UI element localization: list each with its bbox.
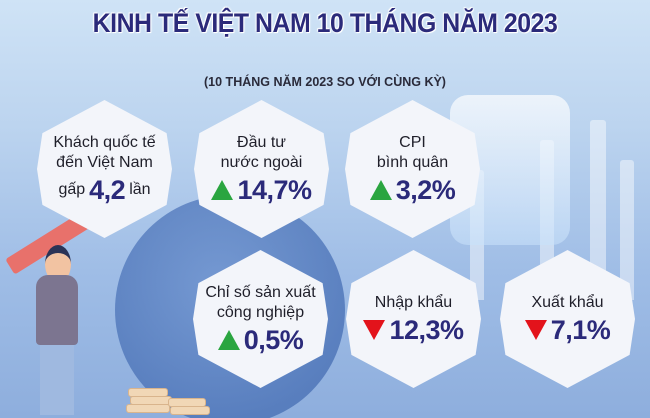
- triangle-up-icon: [217, 330, 240, 350]
- triangle-down-icon: [363, 320, 386, 340]
- coin-stack-icon: [126, 404, 170, 413]
- card-value: 7,1%: [550, 314, 611, 345]
- stat-card-imports: Nhập khẩu 12,3%: [346, 250, 481, 388]
- triangle-down-icon: [524, 320, 547, 340]
- card-label: Xuất khẩu: [531, 293, 604, 311]
- card-label: Đầu tư: [237, 133, 286, 151]
- card-value: 14,7%: [237, 174, 312, 205]
- person-body-illustration: [36, 275, 78, 345]
- bar-decoration: [620, 160, 634, 300]
- card-label: đến Việt Nam: [56, 153, 153, 171]
- card-value: 0,5%: [243, 324, 304, 355]
- page-subtitle: (10 THÁNG NĂM 2023 SO VỚI CÙNG KỲ): [204, 75, 446, 89]
- card-suffix: lần: [129, 181, 151, 198]
- triangle-up-icon: [369, 180, 392, 200]
- card-value: 12,3%: [389, 314, 464, 345]
- bar-decoration: [590, 120, 606, 300]
- person-legs-illustration: [40, 345, 74, 415]
- page-title: KINH TẾ VIỆT NAM 10 THÁNG NĂM 2023: [92, 8, 558, 38]
- card-label: nước ngoài: [220, 153, 303, 171]
- card-prefix: gấp: [58, 181, 86, 198]
- stat-card-exports: Xuất khẩu 7,1%: [500, 250, 635, 388]
- card-label: Chỉ số sản xuất: [205, 283, 316, 301]
- card-value: 4,2: [89, 174, 126, 205]
- card-label: Khách quốc tế: [53, 133, 156, 151]
- coin-stack-icon: [170, 406, 210, 415]
- card-label: Nhập khẩu: [374, 293, 453, 311]
- card-value: 3,2%: [395, 174, 456, 205]
- triangle-up-icon: [211, 180, 234, 200]
- stat-card-international-visitors: Khách quốc tế đến Việt Nam gấp 4,2 lần: [37, 100, 172, 238]
- card-label: công nghiệp: [216, 303, 305, 321]
- card-label: CPI: [399, 133, 426, 151]
- card-label: bình quân: [376, 153, 449, 171]
